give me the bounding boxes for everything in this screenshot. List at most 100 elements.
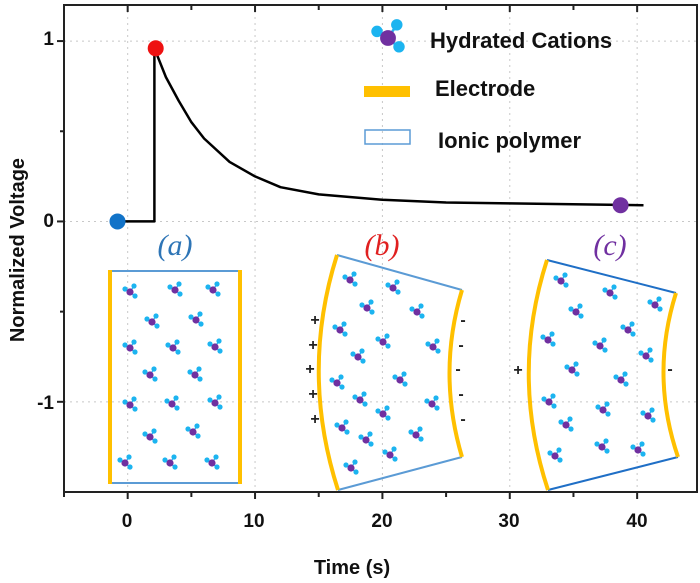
minus-sign: - [458, 337, 463, 354]
water-dot [117, 457, 123, 463]
water-dot [553, 275, 559, 281]
water-dot [638, 350, 644, 356]
water-dot [352, 394, 358, 400]
minus-sign: - [460, 312, 465, 329]
legend: Hydrated Cations Electrode Ionic polymer [364, 19, 612, 153]
electrode [316, 254, 340, 491]
cation-dot [211, 399, 219, 407]
water-dot [433, 395, 439, 401]
cation-dot [642, 352, 650, 360]
cation-dot [347, 464, 355, 472]
electrode [661, 292, 680, 458]
series [109, 40, 644, 230]
water-dot [188, 314, 194, 320]
water-dot [384, 333, 390, 339]
water-dot [657, 306, 663, 312]
cation-dot [126, 288, 134, 296]
water-dot [419, 313, 425, 319]
water-dot [362, 401, 368, 407]
water-dot [214, 464, 220, 470]
cation-dot [651, 301, 659, 309]
water-dot [620, 324, 626, 330]
water-dot [369, 309, 375, 315]
panel-label-a: (a) [158, 229, 193, 262]
water-dot [568, 426, 574, 432]
cation-dot [572, 308, 580, 316]
ionic-polymer-swatch [364, 129, 411, 145]
cation-dot [211, 343, 219, 351]
water-dot [127, 464, 133, 470]
water-dot [204, 457, 210, 463]
water-dot [352, 281, 358, 287]
water-dot [175, 349, 181, 355]
water-dot [152, 438, 158, 444]
water-dot [131, 396, 137, 402]
cation-dot [617, 376, 625, 384]
plus-sign: + [310, 312, 319, 329]
water-dot [382, 449, 388, 455]
water-dot [122, 342, 128, 348]
water-dot [623, 381, 629, 387]
cation-dot [429, 343, 437, 351]
water-dot [401, 371, 407, 377]
water-dot [551, 403, 557, 409]
water-dot [334, 422, 340, 428]
x-tick-label: 0 [122, 511, 133, 532]
x-tick-label: 40 [626, 511, 647, 532]
water-dot [418, 303, 424, 309]
water-dot [613, 374, 619, 380]
data-point-marker [147, 40, 164, 57]
ionic-polymer-edge [337, 456, 463, 491]
water-dot [385, 415, 391, 421]
cation-dot [189, 428, 197, 436]
water-dot [574, 371, 580, 377]
water-dot [562, 272, 568, 278]
water-dot [612, 294, 618, 300]
water-dot [550, 341, 556, 347]
cation-dot [192, 316, 200, 324]
water-dot [197, 311, 203, 317]
cation-dot [596, 342, 604, 350]
water-dot [647, 347, 653, 353]
water-dot [603, 438, 609, 444]
plus-sign: + [310, 411, 319, 428]
cation-dot [363, 304, 371, 312]
cation-dot [379, 410, 387, 418]
water-dot [216, 338, 222, 344]
water-dot [359, 348, 365, 354]
water-dot [350, 351, 356, 357]
water-dot [162, 457, 168, 463]
water-dot [550, 393, 556, 399]
water-dot [573, 361, 579, 367]
water-dot [122, 399, 128, 405]
cation-dot [166, 459, 174, 467]
cation-dot [389, 284, 397, 292]
cation-dot [386, 451, 394, 459]
cation-dot [362, 436, 370, 444]
cation-dot [121, 459, 129, 467]
water-dot [154, 323, 160, 329]
cation-dot [380, 30, 396, 46]
water-dot [385, 343, 391, 349]
water-dot [611, 284, 617, 290]
water-dot [368, 441, 374, 447]
water-dot [402, 381, 408, 387]
water-dot [353, 469, 359, 475]
water-dot [394, 279, 400, 285]
ionic-polymer-edge [546, 259, 677, 294]
water-dot [176, 281, 182, 287]
cation-dot [557, 277, 565, 285]
cation-dot [356, 396, 364, 404]
water-dot [213, 454, 219, 460]
cation-dot [169, 344, 177, 352]
water-dot [563, 282, 569, 288]
cation-dot [168, 400, 176, 408]
water-dot [648, 357, 654, 363]
water-dot [602, 347, 608, 353]
panel-label-c: (c) [593, 229, 626, 262]
water-dot [604, 401, 610, 407]
water-dot [371, 25, 383, 38]
voltage-curve [117, 47, 644, 223]
axes [57, 4, 698, 499]
water-dot [361, 391, 367, 397]
